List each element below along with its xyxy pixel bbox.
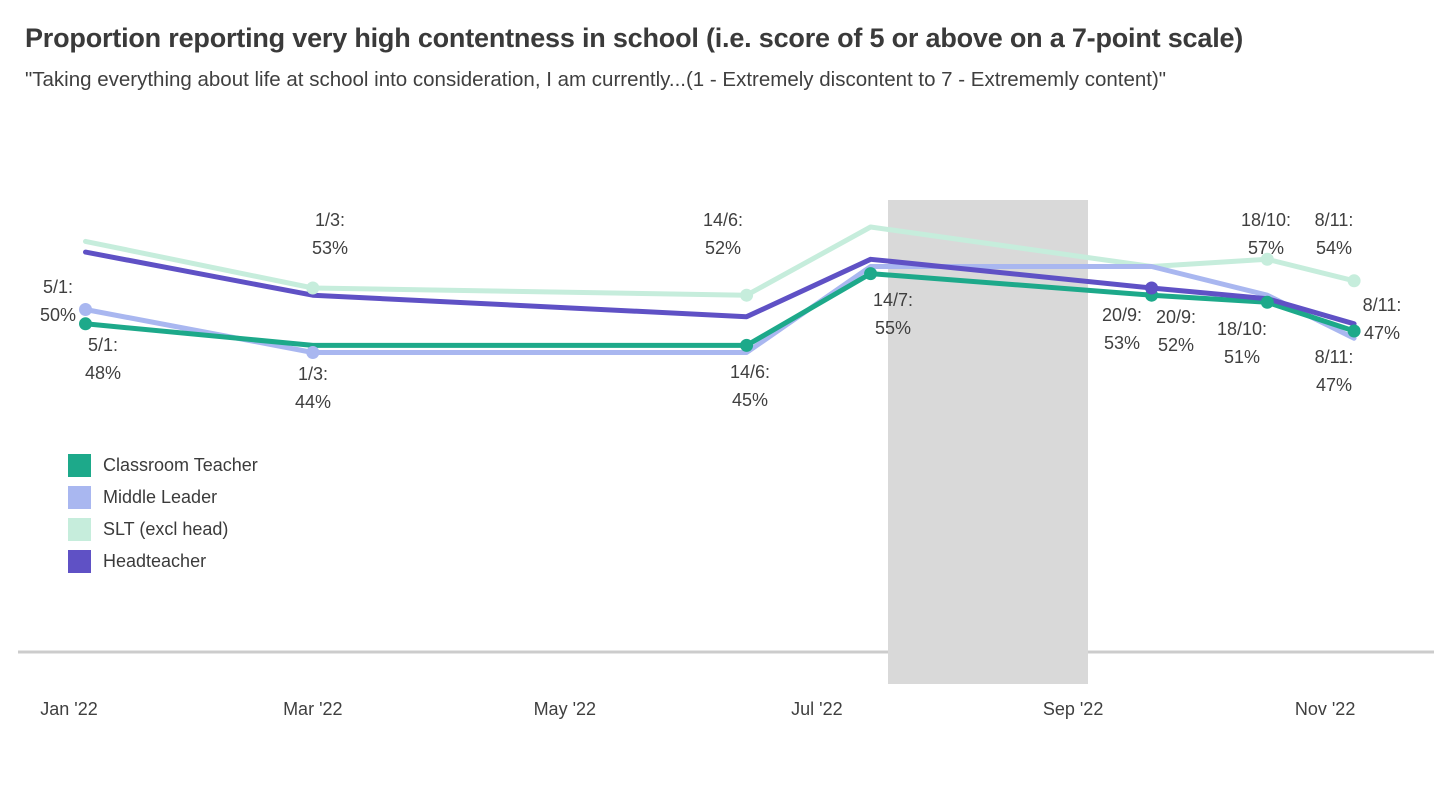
legend-label: Classroom Teacher: [103, 454, 258, 475]
data-label-callout: 20/9: 53%: [1102, 301, 1142, 357]
callout-value: 50%: [39, 305, 77, 325]
callout-date: 14/7:: [872, 290, 914, 310]
callout-value: 55%: [874, 318, 912, 338]
callout-value: 53%: [311, 238, 349, 258]
legend-label: Middle Leader: [103, 486, 218, 507]
data-label-callout: 8/11: 47%: [1315, 343, 1354, 399]
callout-date: 5/1:: [87, 335, 119, 355]
callout-date: 20/9:: [1155, 307, 1197, 327]
callout-value: 51%: [1223, 347, 1261, 367]
data-label-callout: 14/6: 52%: [703, 206, 743, 262]
callout-date: 20/9:: [1101, 305, 1143, 325]
legend-swatch: [68, 485, 91, 509]
data-point-classroom-teacher: [864, 267, 878, 281]
data-label-callout: 14/6: 45%: [730, 358, 770, 414]
data-label-callout: 5/1: 50%: [40, 273, 76, 329]
callout-date: 14/6:: [702, 210, 744, 230]
callout-value: 45%: [731, 390, 769, 410]
x-axis-tick-label: Jan '22: [40, 699, 98, 719]
x-axis-tick-label: Sep '22: [1042, 699, 1104, 719]
chart-title: Proportion reporting very high contentne…: [25, 23, 1244, 53]
data-point-slt-excl-head: [740, 288, 754, 302]
x-axis-tick-label: Mar '22: [283, 699, 343, 719]
legend-swatch: [68, 549, 91, 573]
callout-value: 44%: [294, 392, 332, 412]
legend-label: Headteacher: [103, 550, 207, 571]
data-point-headteacher: [1145, 281, 1159, 295]
legend-item-middle-leader: Middle Leader: [68, 481, 258, 513]
callout-value: 53%: [1103, 333, 1141, 353]
callout-date: 18/10:: [1216, 319, 1268, 339]
callout-date: 18/10:: [1240, 210, 1292, 230]
legend-item-slt-excl-head: SLT (excl head): [68, 513, 258, 545]
data-label-callout: 5/1: 48%: [85, 331, 121, 387]
data-label-callout: 20/9: 52%: [1156, 303, 1196, 359]
data-label-callout: 1/3: 53%: [312, 206, 348, 262]
x-axis-tick-label: Nov '22: [1294, 699, 1356, 719]
legend-item-classroom-teacher: Classroom Teacher: [68, 449, 258, 481]
callout-date: 1/3:: [297, 364, 329, 384]
data-point-classroom-teacher: [740, 338, 754, 352]
callout-date: 1/3:: [314, 210, 346, 230]
data-point-middle-leader: [79, 303, 92, 316]
legend-swatch: [68, 517, 91, 541]
legend-label: SLT (excl head): [103, 518, 229, 539]
data-label-callout: 1/3: 44%: [295, 360, 331, 416]
callout-value: 48%: [84, 363, 122, 383]
x-axis-tick-label: Jul '22: [791, 699, 843, 719]
callout-date: 14/6:: [729, 362, 771, 382]
callout-value: 57%: [1247, 238, 1285, 258]
callout-date: 5/1:: [42, 277, 74, 297]
legend-swatch: [68, 453, 91, 477]
callout-value: 47%: [1315, 375, 1353, 395]
data-label-callout: 8/11: 54%: [1315, 206, 1354, 262]
data-point-classroom-teacher: [1260, 295, 1274, 309]
data-point-classroom-teacher: [79, 317, 92, 331]
data-point-slt-excl-head: [306, 281, 320, 295]
data-label-callout: 8/11: 47%: [1363, 291, 1402, 347]
data-label-callout: 18/10: 51%: [1217, 315, 1267, 371]
chart-header: Proportion reporting very high contentne…: [25, 16, 1423, 96]
data-point-middle-leader: [306, 346, 320, 359]
legend-item-headteacher: Headteacher: [68, 545, 258, 577]
callout-value: 52%: [704, 238, 742, 258]
data-point-slt-excl-head: [1347, 274, 1361, 288]
callout-value: 47%: [1363, 323, 1401, 343]
callout-date: 8/11:: [1314, 347, 1354, 367]
data-label-callout: 18/10: 57%: [1241, 206, 1291, 262]
legend: Classroom Teacher Middle Leader SLT (excl …: [68, 449, 258, 577]
data-point-slt-excl-head: [1260, 252, 1274, 266]
callout-value: 52%: [1157, 335, 1195, 355]
chart-subtitle: "Taking everything about life at school …: [25, 68, 1167, 91]
callout-value: 54%: [1315, 238, 1353, 258]
data-label-callout: 14/7: 55%: [873, 286, 913, 342]
x-axis-tick-label: May '22: [533, 699, 597, 719]
callout-date: 8/11:: [1362, 295, 1402, 315]
callout-date: 8/11:: [1314, 210, 1354, 230]
data-point-classroom-teacher: [1347, 324, 1361, 338]
